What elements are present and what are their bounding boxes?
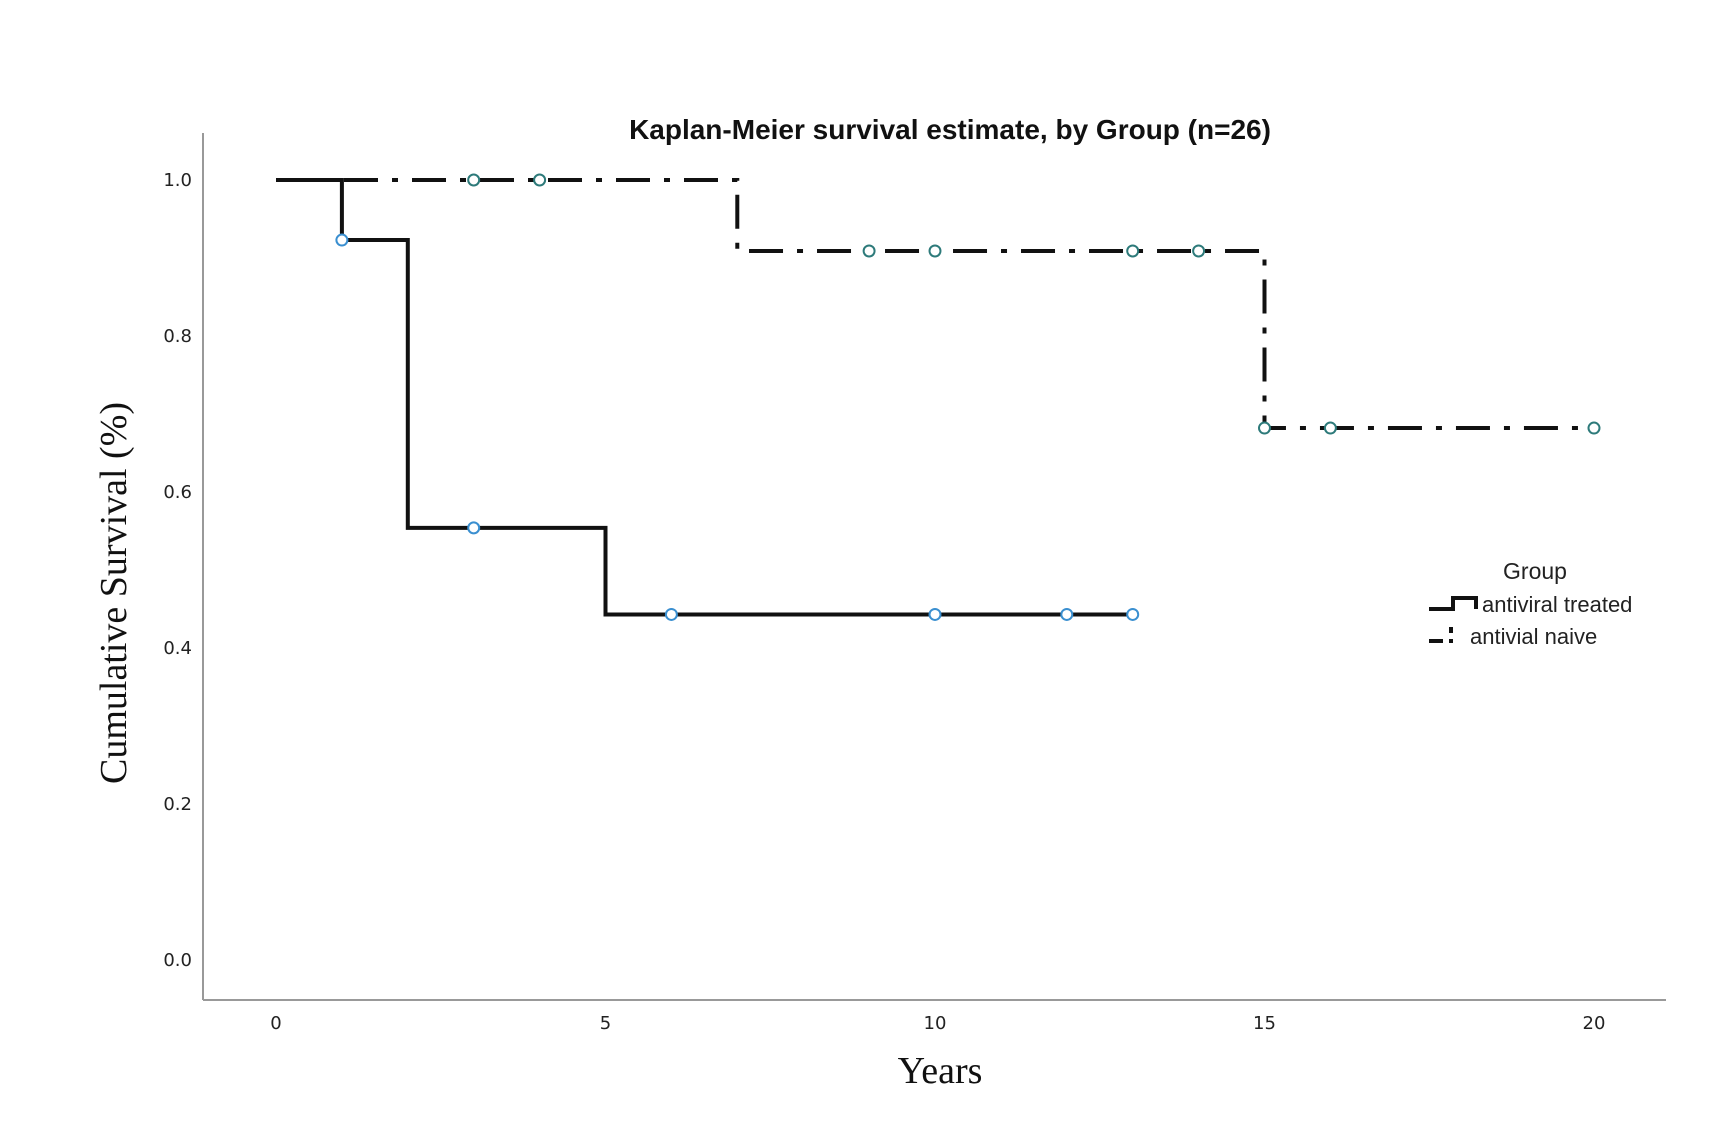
censor-marker-antivial-naive [467, 173, 481, 187]
censor-marker-antiviral-treated [335, 233, 349, 247]
x-tick-label: 20 [1583, 1013, 1606, 1034]
series-layer [276, 178, 1594, 617]
y-axis-label: Cumulative Survival (%) [93, 402, 135, 784]
censor-marker-antiviral-treated [928, 607, 942, 621]
legend-swatch-antiviral-treated [1429, 596, 1478, 611]
y-tick-label: 1.0 [163, 170, 192, 191]
legend-entry-antiviral-treated: antiviral treated [1482, 592, 1632, 617]
censor-marker-antivial-naive [533, 173, 547, 187]
series-line-antivial-naive [276, 178, 1594, 431]
censor-marker-antivial-naive [1323, 421, 1337, 435]
series-line-antiviral-treated [276, 178, 1133, 617]
censor-marker-antiviral-treated [1060, 607, 1074, 621]
x-tick-label: 10 [924, 1013, 947, 1034]
censor-markers [335, 173, 1601, 621]
censor-marker-antiviral-treated [664, 607, 678, 621]
x-tick-label: 15 [1253, 1013, 1276, 1034]
legend-title: Group [1503, 558, 1567, 584]
legend-swatch-antivial-naive [1429, 627, 1453, 643]
censor-marker-antivial-naive [1587, 421, 1601, 435]
x-tick-label: 5 [600, 1013, 611, 1034]
y-tick-label: 0.6 [163, 482, 192, 503]
censor-marker-antivial-naive [862, 244, 876, 258]
axes: 0.0 0.2 0.4 0.6 0.8 1.0 0 5 10 15 20 [163, 133, 1666, 1034]
censor-marker-antivial-naive [1258, 421, 1271, 435]
y-tick-label: 0.2 [163, 794, 192, 815]
censor-marker-antivial-naive [1192, 244, 1206, 258]
legend: Group antiviral treated antivial naive [1429, 558, 1632, 649]
chart-title: Kaplan-Meier survival estimate, by Group… [629, 114, 1271, 145]
x-tick-label: 0 [270, 1013, 281, 1034]
y-tick-label: 0.0 [163, 950, 192, 971]
censor-marker-antiviral-treated [1126, 607, 1140, 621]
legend-entry-antivial-naive: antivial naive [1470, 624, 1597, 649]
y-tick-label: 0.8 [163, 326, 192, 347]
y-tick-label: 0.4 [163, 638, 192, 659]
x-axis-label: Years [898, 1050, 983, 1092]
censor-marker-antivial-naive [928, 244, 942, 258]
censor-marker-antiviral-treated [467, 521, 481, 535]
censor-marker-antivial-naive [1126, 244, 1140, 258]
